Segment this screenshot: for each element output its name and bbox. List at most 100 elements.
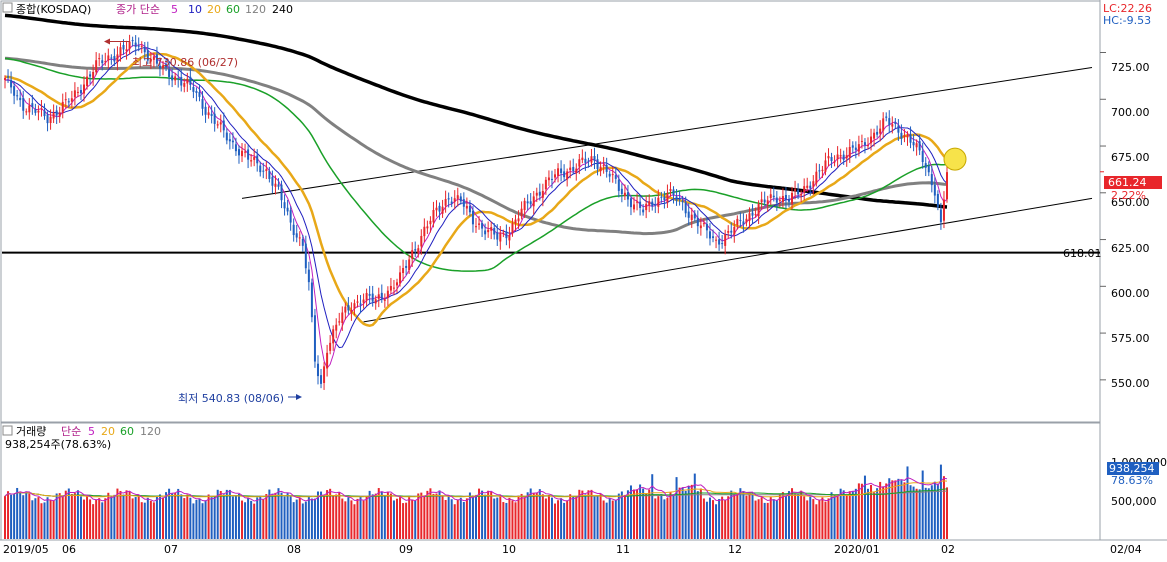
volume-bar [274,492,277,539]
candle-body [623,192,626,196]
volume-bar [891,480,894,539]
candle-body [329,342,332,351]
candle-body [797,189,800,195]
volume-bar [76,490,79,539]
candle-body [286,207,289,212]
volume-bar [143,502,146,539]
candle-body [104,61,107,63]
candle-body [119,47,122,56]
candle-body [46,114,49,124]
candle-body [936,193,939,208]
volume-bar [280,492,283,539]
candle-body [320,375,323,384]
volume-bar [95,499,98,539]
price-indicator-label: 종합(KOSDAQ) [16,3,91,16]
volume-bar [490,491,493,539]
candle-body [666,192,669,203]
volume-bar [128,491,131,539]
volume-bar [207,494,210,539]
volume-bar [590,489,593,539]
candle-body [195,91,198,93]
candle-body [268,171,271,179]
candle-body [754,214,757,216]
candle-body [204,106,207,115]
x-tick: 09 [399,543,413,556]
candle-body [128,41,131,50]
candle-body [942,199,945,221]
candle-body [517,218,520,222]
volume-bar [633,489,636,539]
candle-body [593,156,596,161]
candle-body [784,194,787,201]
current-volume-label: 938,254 [1109,462,1155,475]
volume-bar [195,499,198,539]
candle-body [31,103,34,108]
low-annotation: 최저 540.83 (08/06) [178,392,284,405]
volume-bar [815,504,818,539]
candle-body [505,231,508,239]
volume-bar [420,492,423,539]
volume-bar [320,491,323,539]
volume-bar [228,489,231,539]
volume-bar [180,494,183,539]
candle-body [757,203,760,217]
volume-bar [186,494,189,539]
volume-bar [28,493,31,539]
ma5-line [4,43,948,370]
volume-bar [863,475,866,539]
volume-bar [778,493,781,539]
candle-body [244,151,247,153]
volume-bar [532,493,535,539]
volume-bar [395,498,398,539]
candle-body [772,195,775,198]
volume-bar [505,502,508,539]
volume-bar [602,500,605,539]
volume-bar [842,490,845,539]
candle-body [824,160,827,172]
volume-bar [453,504,456,539]
volume-ma-prefix: 단순 [61,425,81,438]
volume-bar [213,496,216,539]
volume-bar [462,502,465,539]
volume-bar [888,478,891,539]
volume-bar [517,495,520,539]
candle-body [225,132,228,141]
ma240-line [4,13,948,209]
volume-bar [541,494,544,539]
volume-bar [365,496,368,539]
candle-body [283,202,286,209]
candle-body [900,132,903,139]
volume-bar [58,493,61,539]
volume-bar [851,491,854,539]
volume-bar [912,486,915,539]
volume-bar [879,481,882,539]
candle-body [554,174,557,178]
volume-bar [769,497,772,539]
candle-body [289,210,292,223]
candle-body [70,98,73,102]
price-y-axis: 725.00 700.00 675.00 650.00 625.00 600.0… [1111,61,1150,390]
candle-body [158,65,161,69]
volume-bar [690,484,693,539]
volume-bar [696,491,699,539]
panel-menu-icon[interactable] [2,2,13,13]
candle-body [879,128,882,134]
volume-bar [611,500,614,539]
candle-body [836,154,839,160]
candle-body [64,99,67,101]
candle-body [629,198,632,208]
volume-menu-icon[interactable] [2,425,13,436]
support-line-label: 618.01 [1063,247,1102,260]
volume-bar [313,498,316,539]
volume-bar [824,501,827,539]
volume-bar [237,493,240,539]
candle-body [803,186,806,192]
candle-body [76,91,79,93]
high-annotation: 최고 730.86 (06/27) [132,56,238,69]
lower-channel-line [363,197,1093,323]
candle-body [599,166,602,172]
candle-body [298,237,301,239]
volume-bar [7,491,10,539]
volume-bar [593,496,596,539]
